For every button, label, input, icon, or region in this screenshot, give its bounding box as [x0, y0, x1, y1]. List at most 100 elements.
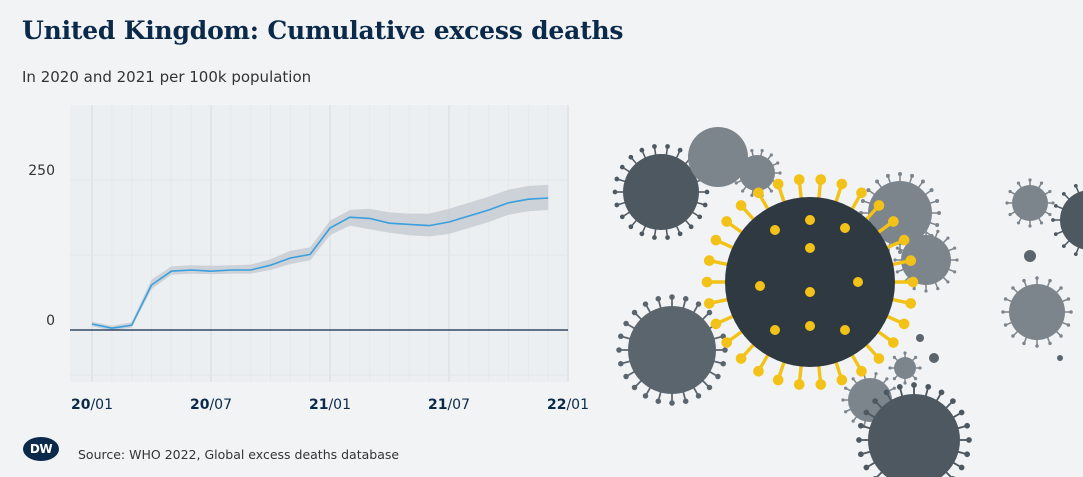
virus-right-spike-tip	[885, 173, 890, 178]
speck	[929, 353, 939, 363]
virus-bottom-spike-tip	[851, 377, 855, 381]
virus-bottom-right-spike-tip	[857, 451, 864, 458]
virus-far-lower-spike-tip	[1059, 334, 1063, 338]
virus-right-small-spike-tip	[936, 287, 940, 291]
virus-main-spike-tip	[753, 187, 764, 199]
virus-bottom-left-spike-tip	[618, 333, 624, 340]
virus-main-spike-tip	[907, 276, 919, 288]
virus-bottom-left-spike-tip	[655, 398, 662, 404]
x-tick-label: 20/07	[190, 397, 232, 413]
virus-small-spike-tip	[702, 202, 708, 208]
virus-small-spike-tip	[619, 164, 625, 170]
virus-right-spike-tip	[920, 179, 925, 184]
virus-tiny-spike-tip	[903, 381, 907, 385]
virus-bottom-spike-tip	[841, 398, 845, 402]
virus-blob-small-spike-tip	[760, 148, 764, 153]
virus-bottom-right-spike-tip	[896, 383, 903, 390]
x-tick-label: 22/01	[547, 397, 589, 413]
virus-far-lower-spike-tip	[1059, 286, 1063, 290]
virus-right-small-spike-tip	[953, 270, 957, 274]
virus-far-spike-tip	[1008, 189, 1012, 194]
virus-edge-spike-tip	[1053, 203, 1058, 208]
virus-main-spike-tip	[898, 234, 910, 246]
virus-bottom-left-spike-tip	[618, 360, 624, 367]
virus-main-spike-tip	[735, 200, 747, 211]
virus-main-spike-tip	[753, 365, 764, 377]
virus-main-spike-tip	[701, 276, 713, 288]
virus-bottom-left-spike-tip	[722, 347, 728, 353]
virus-small-spike-tip	[704, 189, 710, 195]
virus-bottom-right-spike-tip	[857, 422, 864, 429]
virus-main-spike-tip	[836, 178, 848, 190]
virus-right-small-spike-tip	[924, 227, 928, 231]
virus-bottom-right-spike-tip	[966, 437, 972, 443]
virus-right-small-spike-tip	[955, 258, 959, 262]
virus-bottom-spike-tip	[892, 386, 896, 390]
virus-far-lower-spike-tip	[1011, 286, 1015, 290]
virus-main-spot	[805, 215, 815, 225]
virus-main-spike-tip	[703, 255, 715, 266]
virus-small-spike-tip	[697, 214, 703, 220]
virus-right-spike-tip	[935, 223, 940, 228]
virus-blob-small-spike-tip	[732, 171, 736, 175]
virus-right-small-spike-tip	[924, 289, 928, 293]
virus-blob-small-spike-tip	[769, 153, 773, 157]
y-tick-label: 250	[28, 163, 55, 179]
virus-blob-small-spike-tip	[741, 153, 745, 157]
virus-edge-spike-tip	[1061, 191, 1066, 196]
virus-tiny-body	[894, 357, 916, 379]
virus-small-spike-tip	[619, 214, 625, 220]
virus-right-spike-tip	[898, 172, 902, 176]
virus-far-spike-tip	[1028, 224, 1032, 228]
virus-bottom-left-spike-tip	[623, 320, 629, 327]
speck	[1024, 250, 1036, 262]
virus-far-lower-spike-tip	[1048, 341, 1052, 346]
virus-bottom-left-spike-tip	[655, 296, 662, 302]
virus-blob-small-spike-tip	[734, 161, 738, 165]
virus-bottom-right-spike-tip	[958, 409, 965, 416]
virus-tiny-spike-tip	[892, 377, 896, 381]
virus-far-lower-spike-tip	[1066, 297, 1071, 301]
virus-small-body	[623, 154, 699, 230]
chart-subtitle: In 2020 and 2021 per 100k population	[22, 68, 312, 86]
virus-main-spike-tip	[710, 234, 722, 246]
virus-bottom-left-spike-tip	[720, 333, 726, 340]
virus-tiny-spike-tip	[918, 366, 922, 370]
virus-far-lower-body	[1009, 284, 1065, 340]
virus-bottom-left-body	[628, 306, 716, 394]
virus-right-small-spike-tip	[946, 280, 950, 284]
virus-edge-spike-tip	[1053, 232, 1058, 237]
virus-bottom-right-spike-tip	[872, 398, 878, 404]
virus-blob-small-spike-tip	[750, 148, 754, 153]
virus-bottom-left-spike-tip	[642, 393, 649, 399]
source-note: Source: WHO 2022, Global excess deaths d…	[78, 447, 400, 462]
virus-small-spike-tip	[652, 235, 657, 240]
virus-far-lower-spike-tip	[1003, 323, 1008, 327]
virus-bottom-spike-tip	[874, 372, 878, 376]
virus-small-spike-tip	[665, 144, 670, 149]
virus-main-spike-tip	[905, 255, 917, 266]
virus-right-small-spike-tip	[895, 270, 899, 274]
virus-bottom-left-spike-tip	[695, 301, 702, 307]
virus-small-spike-tip	[639, 231, 645, 237]
virus-far-spike-tip	[1039, 221, 1044, 225]
virus-bottom-right-spike-tip	[856, 437, 862, 443]
speck	[1057, 355, 1063, 361]
virus-main-spike-tip	[772, 178, 784, 190]
virus-small-spike-tip	[652, 144, 657, 149]
virus-blob-small-spike-tip	[734, 181, 738, 185]
virus-blob-small-spike-tip	[750, 193, 754, 198]
virus-edge-spike-tip	[1061, 244, 1066, 249]
virus-bottom-left-spike-tip	[616, 347, 622, 353]
y-tick-label: 0	[46, 313, 55, 329]
virus-right-spike-tip	[929, 188, 934, 193]
virus-right-small-spike-tip	[912, 287, 916, 291]
virus-bottom-right-body	[868, 394, 960, 477]
virus-right-small-spike-tip	[893, 258, 897, 262]
virus-main-spike-tip	[703, 298, 715, 309]
virus-bottom-left-spike-tip	[631, 384, 638, 391]
virus-right-small-spike-tip	[912, 229, 916, 233]
virus-main-spike-tip	[710, 318, 722, 330]
virus-main-spike-tip	[735, 353, 747, 364]
virus-bottom-right-spike-tip	[950, 398, 956, 404]
